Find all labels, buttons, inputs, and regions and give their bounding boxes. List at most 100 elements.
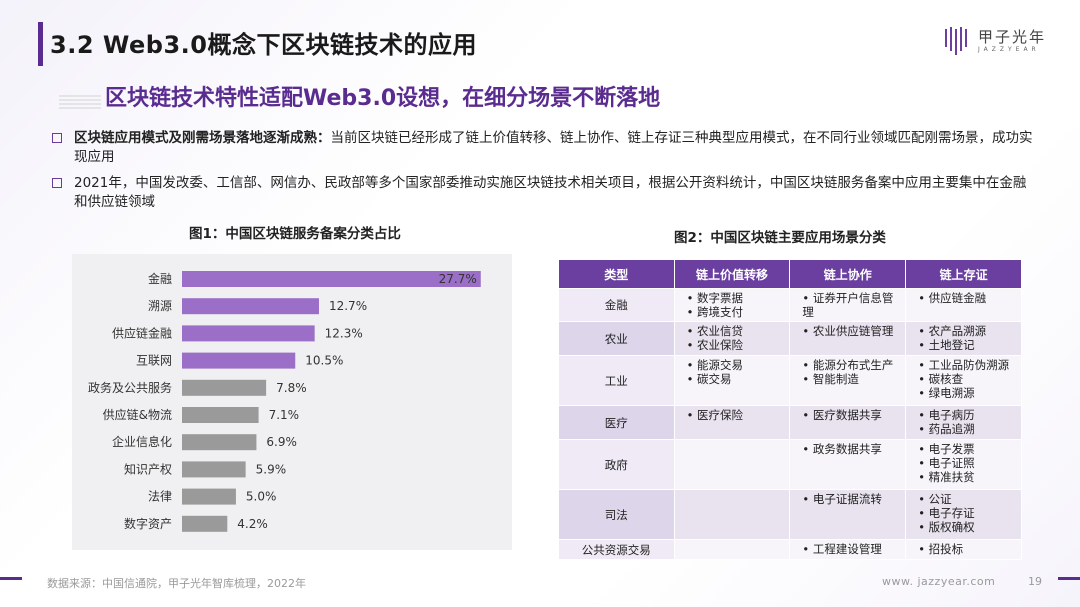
table-header: 链上价值转移 [673,259,791,289]
figure2-title: 图2：中国区块链主要应用场景分类 [674,230,886,246]
table-list-item: 土地登记 [918,338,1017,352]
table-row: 政府政务数据共享电子发票电子证照精准扶贫 [558,439,1022,490]
table-list-item: 医疗数据共享 [802,408,901,422]
bar-chart: 金融 27.7% 溯源 12.7% 供应链金融 12.3% 互联网 10.5% 政务及公共服务 7… [88,271,481,532]
bar-value-label: 5.0% [246,490,277,504]
page-subtitle: 区块链技术特性适配Web3.0设想，在细分场景不断落地 [105,86,661,111]
table-cell: 数字票据跨境支付 [673,288,791,322]
table-list-item: 绿电溯源 [918,386,1017,400]
bar-value-label: 10.5% [305,354,343,368]
figure1-title: 图1：中国区块链服务备案分类占比 [189,226,401,242]
bullet-bold: 区块链应用模式及刚需场景落地逐渐成熟： [74,130,331,146]
bar-value-label: 7.1% [269,408,300,422]
bullet-body: 当前区块链已经形成了链上价值转移、链上协作、链上存证三种典型应用模式，在不同行业… [74,130,1033,165]
table-list-item: 数字票据 [687,291,786,305]
table-cell: 医疗数据共享 [789,405,907,440]
table-list-item: 能源交易 [687,358,786,372]
bar [182,298,319,315]
table-row: 金融数字票据跨境支付证券开户信息管理 供应链金融 [558,288,1022,322]
table-cell-type: 政府 [558,439,675,490]
bar [182,515,228,532]
table-list-item: 农产品溯源 [918,324,1017,338]
table-list-item: 精准扶贫 [918,470,1017,484]
bar-category-label: 政务及公共服务 [88,380,172,395]
table-cell-type: 公共资源交易 [558,539,675,560]
table-cell: 公证电子存证版权确权 [905,489,1022,540]
table-list-item: 医疗保险 [687,408,786,422]
bullet-text: 区块链应用模式及刚需场景落地逐渐成熟：当前区块链已经形成了链上价值转移、链上协作… [74,129,1034,167]
bar-category-label: 法律 [148,490,172,504]
page-number: 19 [1028,575,1042,588]
table-list-item: 电子存证 [918,506,1017,520]
table-list-item: 能源分布式生产 [802,358,901,372]
table-cell-type: 农业 [558,321,675,356]
bar-category-label: 企业信息化 [112,434,172,449]
bar-value-label: 12.7% [329,299,367,313]
table-row: 工业能源交易碳交易能源分布式生产智能制造工业品防伪溯源碳核查绿电溯源 [558,355,1022,406]
table-row: 医疗医疗保险医疗数据共享电子病历药品追溯 [558,405,1022,440]
footer-accent-right [1058,577,1080,580]
table-list-item: 工程建设管理 [802,542,901,556]
bar-value-label: 7.8% [276,381,307,395]
table-list-item: 智能制造 [802,372,901,386]
bar [182,352,296,369]
table-list-item: 供应链金融 [918,291,1017,305]
table-list-item: 电子证照 [918,456,1017,470]
bullet-text: 2021年，中国发改委、工信部、网信办、民政部等多个国家部委推动实施区块链技术相… [74,174,1034,212]
bar-value-label: 27.7% [439,272,477,286]
table-cell: 工业品防伪溯源碳核查绿电溯源 [905,355,1022,406]
bar-value-label: 5.9% [256,462,287,476]
table-cell: 能源交易碳交易 [673,355,791,406]
bar-category-label: 数字资产 [124,516,172,531]
table-cell: 电子病历药品追溯 [905,405,1022,440]
table-cell-type: 司法 [558,489,675,540]
table-cell: 农业供应链管理 [789,321,907,356]
bar-value-label: 12.3% [325,326,363,340]
table-list-item: 药品追溯 [918,422,1017,436]
table-row: 农业农业信贷农业保险农业供应链管理农产品溯源土地登记 [558,321,1022,356]
table-list-item: 招投标 [918,542,1017,556]
table-cell: 证券开户信息管理 [789,288,907,322]
application-table: 类型 链上价值转移 链上协作 链上存证 金融数字票据跨境支付证券开户信息管理供应… [558,259,1022,560]
table-header: 链上存证 [905,259,1022,289]
footer-accent-left [0,577,22,580]
table-list-item: 证券开户信息管理 [802,291,901,319]
brand-subname: JAZZYEAR [978,46,1040,53]
table-cell: 工程建设管理 [789,539,907,560]
table-list-item: 农业信贷 [687,324,786,338]
bullet-body: 2021年，中国发改委、工信部、网信办、民政部等多个国家部委推动实施区块链技术相… [74,175,1027,210]
table-list-item: 电子发票 [918,442,1017,456]
brand-logo-icon [945,27,967,55]
bar-category-label: 金融 [148,271,172,286]
bar-value-label: 6.9% [266,435,297,449]
table-cell-type: 金融 [558,288,675,322]
bar-category-label: 供应链&物流 [103,407,172,422]
table-cell [673,489,791,540]
brand-name: 甲子光年 [978,28,1047,46]
bar-category-label: 互联网 [136,354,172,368]
bar [182,407,259,423]
table-cell: 农业信贷农业保险 [673,321,791,356]
table-row: 司法 电子证据流转公证电子存证版权确权 [558,489,1022,540]
subtitle-decoration-icon [59,95,101,109]
bar [182,379,267,396]
bullet-item: 2021年，中国发改委、工信部、网信办、民政部等多个国家部委推动实施区块链技术相… [52,174,1042,214]
table-list-item: 碳交易 [687,372,786,386]
bar [182,488,236,505]
table-cell: 电子发票电子证照精准扶贫 [905,439,1022,490]
bar-category-label: 溯源 [148,298,172,313]
table-list-item: 版权确权 [918,520,1017,534]
page-title: 3.2 Web3.0概念下区块链技术的应用 [50,31,477,59]
table-list-item: 农业保险 [687,338,786,352]
bar [182,461,246,478]
table-list-item: 电子病历 [918,408,1017,422]
title-accent-bar [38,22,43,66]
website-link[interactable]: www. jazzyear.com [882,575,996,588]
table-cell: 供应链金融 [905,288,1022,322]
data-source: 数据来源：中国信通院，甲子光年智库梳理，2022年 [47,577,306,590]
bar [182,434,257,451]
table-cell: 电子证据流转 [789,489,907,540]
bullet-square-icon [52,178,62,188]
table-cell-type: 工业 [558,355,675,406]
table-list-item: 工业品防伪溯源 [918,358,1017,372]
